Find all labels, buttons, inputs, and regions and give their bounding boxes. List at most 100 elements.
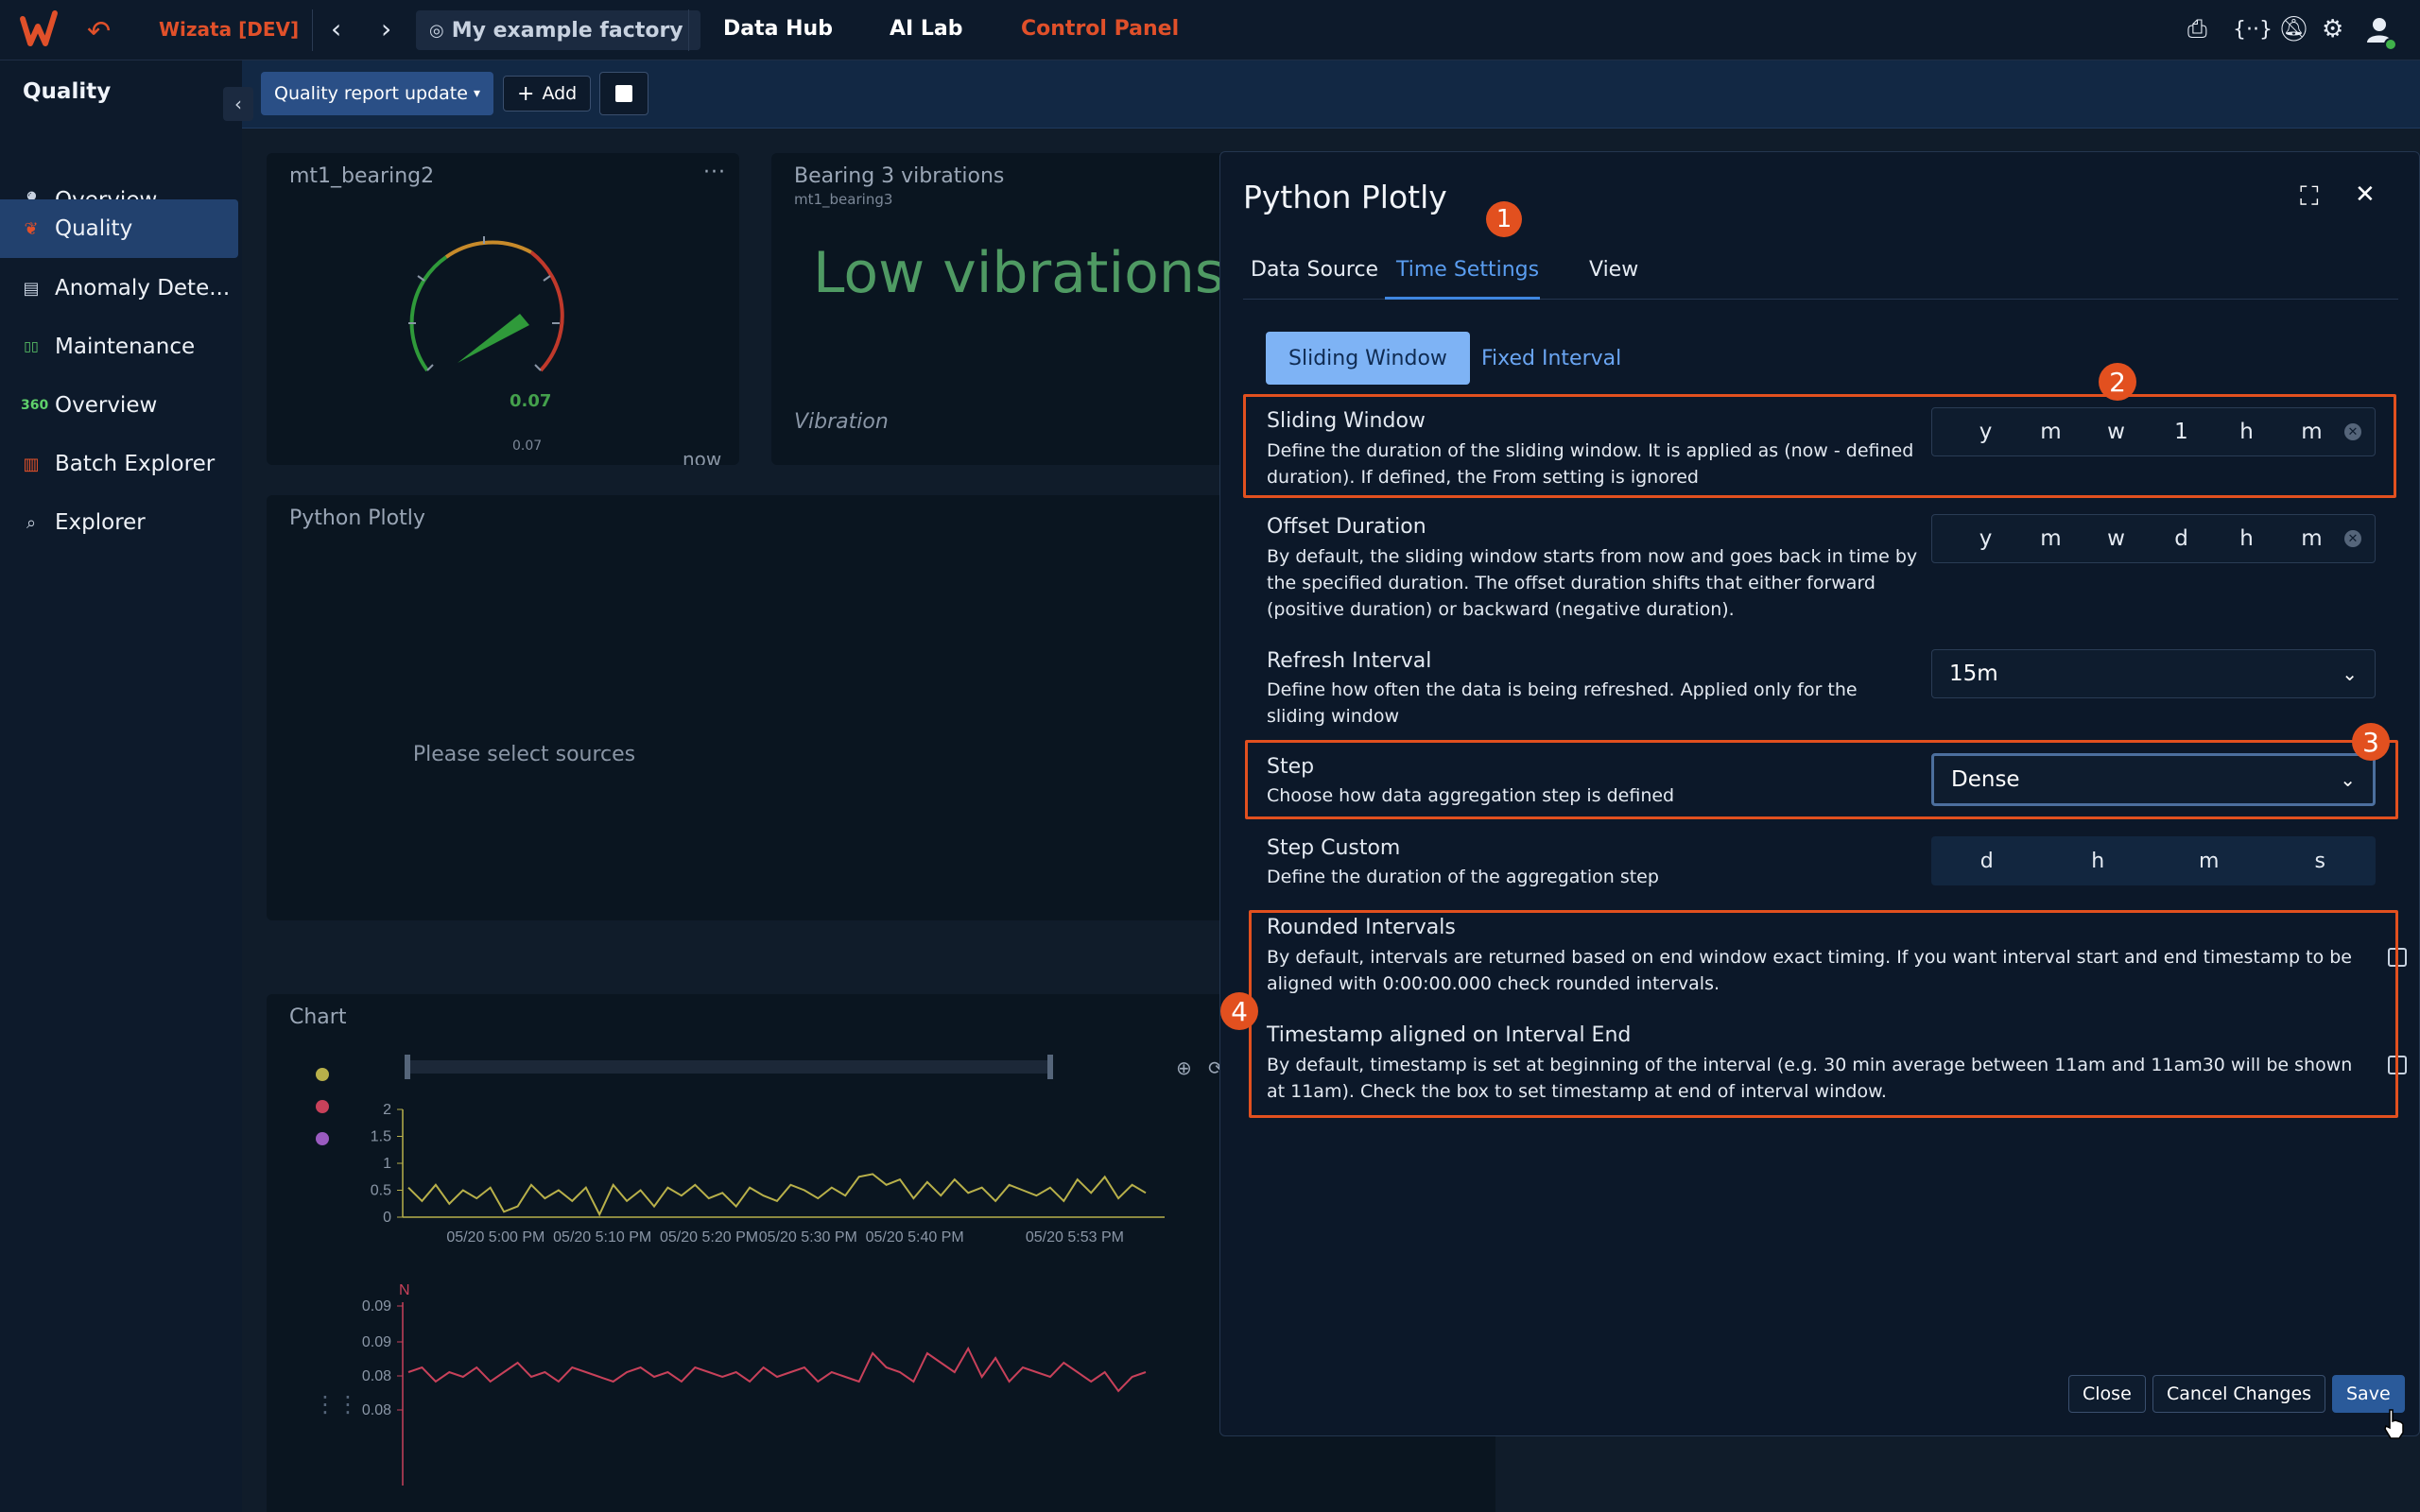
timestamp-end-checkbox[interactable] [2388, 1056, 2407, 1074]
sidebar-item-batch-explorer[interactable]: ▥ Batch Explorer [0, 435, 238, 493]
360-icon: 360 [21, 398, 49, 413]
unit-minutes[interactable]: m [2199, 849, 2220, 873]
nav-next-icon[interactable]: › [381, 13, 392, 44]
fullscreen-icon[interactable]: ⛶ [2300, 180, 2319, 212]
factory-selector[interactable]: ◎ My example factory [416, 10, 700, 50]
rounded-intervals-checkbox[interactable] [2388, 948, 2407, 967]
add-button[interactable]: + Add [503, 76, 592, 112]
refresh-interval-select[interactable]: 15m ⌄ [1931, 649, 2376, 698]
explorer-icon: ⌕ [26, 512, 37, 533]
unit-days[interactable]: 1 [2174, 420, 2188, 444]
sidebar-item-explorer[interactable]: ⌕ Explorer [0, 493, 238, 552]
clear-icon[interactable]: ✕ [2344, 423, 2361, 440]
unit-days[interactable]: d [2174, 526, 2188, 551]
widget-settings-modal: Python Plotly ⛶ ✕ Data Source Time Setti… [1219, 151, 2420, 1436]
drag-handle-icon[interactable]: ⋮⋮ [314, 1391, 359, 1418]
y-tick-label: 0.08 [362, 1368, 391, 1384]
unit-minutes[interactable]: m [2301, 526, 2323, 551]
y-tick-label: 0.09 [362, 1298, 391, 1314]
unit-days[interactable]: d [1979, 849, 1994, 873]
unit-hours[interactable]: h [2239, 420, 2254, 444]
unit-years[interactable]: y [1979, 526, 1993, 551]
settings-gear-icon[interactable]: ⚙ [2322, 15, 2344, 43]
back-arrow-icon[interactable]: ↶ [87, 15, 112, 48]
sidebar-title: Quality [23, 79, 112, 104]
sidebar-item-label: Overview [55, 393, 158, 418]
sidebar-item-quality[interactable]: ❦ Quality [0, 199, 238, 258]
fixed-interval-toggle[interactable]: Fixed Interval [1481, 346, 1622, 370]
nav-data-hub[interactable]: Data Hub [723, 17, 833, 41]
unit-weeks[interactable]: w [2107, 526, 2125, 551]
chevron-down-icon: ⌄ [2342, 662, 2358, 685]
collapse-sidebar-button[interactable]: ‹ [223, 87, 253, 121]
save-button[interactable]: Save [2332, 1375, 2405, 1413]
unit-months[interactable]: m [2040, 420, 2062, 444]
sliding-window-duration-input[interactable]: y m w 1 h m ✕ [1931, 407, 2376, 456]
widget-subtitle: mt1_bearing3 [794, 191, 893, 208]
tab-view[interactable]: View [1589, 258, 1639, 282]
globe-icon: ◎ [429, 20, 444, 41]
batch-icon: ▥ [23, 454, 40, 474]
refresh-interval-label: Refresh Interval [1267, 649, 1432, 673]
environment-label[interactable]: Wizata [DEV] [159, 18, 300, 41]
report-selector[interactable]: Quality report update ▾ [261, 72, 493, 115]
nav-control-panel[interactable]: Control Panel [1021, 17, 1180, 41]
zoom-icon[interactable]: ⊕ [1176, 1057, 1192, 1079]
step-custom-description: Define the duration of the aggregation s… [1267, 867, 1659, 887]
wizata-logo-icon[interactable] [17, 8, 62, 53]
x-tick-label: 05/20 5:20 PM [660, 1229, 758, 1246]
legend-dot[interactable] [316, 1132, 329, 1145]
x-tick-label: 05/20 5:53 PM [1026, 1229, 1124, 1246]
range-slider-track [408, 1060, 1051, 1074]
export-file-icon[interactable]: ⎙ [2187, 15, 2207, 43]
unit-minutes[interactable]: m [2301, 420, 2323, 444]
close-button[interactable]: Close [2068, 1375, 2146, 1413]
cancel-changes-button[interactable]: Cancel Changes [2152, 1375, 2326, 1413]
top-bar: ↶ Wizata [DEV] ‹ › ◎ My example factory … [0, 0, 2420, 60]
sidebar: Quality 📍︎ Overview ❦ Quality ▤ Anomaly … [0, 60, 242, 1512]
clear-icon[interactable]: ✕ [2344, 530, 2361, 547]
divider [312, 9, 313, 51]
gauge-widget: mt1_bearing2 ··· 0.07 0.07 now [267, 153, 739, 465]
timestamp-end-description: By default, timestamp is set at beginnin… [1267, 1055, 2353, 1102]
anomaly-icon: ▤ [23, 278, 40, 299]
tab-time-settings[interactable]: Time Settings [1396, 258, 1540, 282]
widget-title: Python Plotly [289, 507, 425, 530]
factory-name: My example factory [451, 18, 683, 43]
plus-icon: + [517, 81, 535, 106]
unit-years[interactable]: y [1979, 420, 1993, 444]
unit-hours[interactable]: h [2239, 526, 2254, 551]
sliding-window-toggle[interactable]: Sliding Window [1266, 332, 1470, 385]
y-tick-label: 1 [383, 1156, 391, 1172]
step-select[interactable]: Dense ⌄ [1931, 753, 2376, 806]
close-icon[interactable]: ✕ [2355, 180, 2376, 209]
sidebar-item-maintenance[interactable]: ▯▯ Maintenance [0, 318, 238, 376]
sidebar-item-overview-360[interactable]: 360 Overview [0, 376, 238, 435]
stop-button[interactable] [599, 72, 648, 115]
vibration-label: Vibration [794, 410, 889, 434]
sidebar-item-anomaly-detection[interactable]: ▤ Anomaly Dete... [0, 259, 238, 318]
nav-prev-icon[interactable]: ‹ [331, 13, 342, 44]
widget-menu-icon[interactable]: ··· [703, 161, 726, 184]
y-axis-label: N [399, 1282, 410, 1298]
sliding-window-label: Sliding Window [1267, 409, 1426, 433]
legend-dot[interactable] [316, 1068, 329, 1081]
tab-data-source[interactable]: Data Source [1251, 258, 1379, 282]
notifications-off-icon[interactable]: 🔕︎ [2278, 15, 2310, 43]
offset-duration-input[interactable]: y m w d h m ✕ [1931, 514, 2376, 563]
y-tick-label: 0.09 [362, 1334, 391, 1350]
unit-weeks[interactable]: w [2107, 420, 2125, 444]
widget-title: mt1_bearing2 [289, 164, 435, 188]
step-custom-input[interactable]: d h m s [1931, 836, 2376, 885]
x-tick-label: 05/20 5:10 PM [553, 1229, 651, 1246]
timestamp-label: now [683, 448, 722, 465]
line-chart: 0 0.5 1 1.5 2 05/20 5:00 PM 05/20 5:10 PM 05/20… [362, 1055, 1165, 1486]
json-braces-icon[interactable]: {··} [2233, 18, 2273, 42]
unit-hours[interactable]: h [2091, 849, 2105, 873]
nav-ai-lab[interactable]: AI Lab [890, 17, 963, 41]
legend-dot[interactable] [316, 1100, 329, 1113]
maintenance-icon: ▯▯ [24, 339, 39, 354]
unit-months[interactable]: m [2040, 526, 2062, 551]
unit-seconds[interactable]: s [2314, 849, 2325, 873]
range-slider-handle [1047, 1055, 1053, 1079]
